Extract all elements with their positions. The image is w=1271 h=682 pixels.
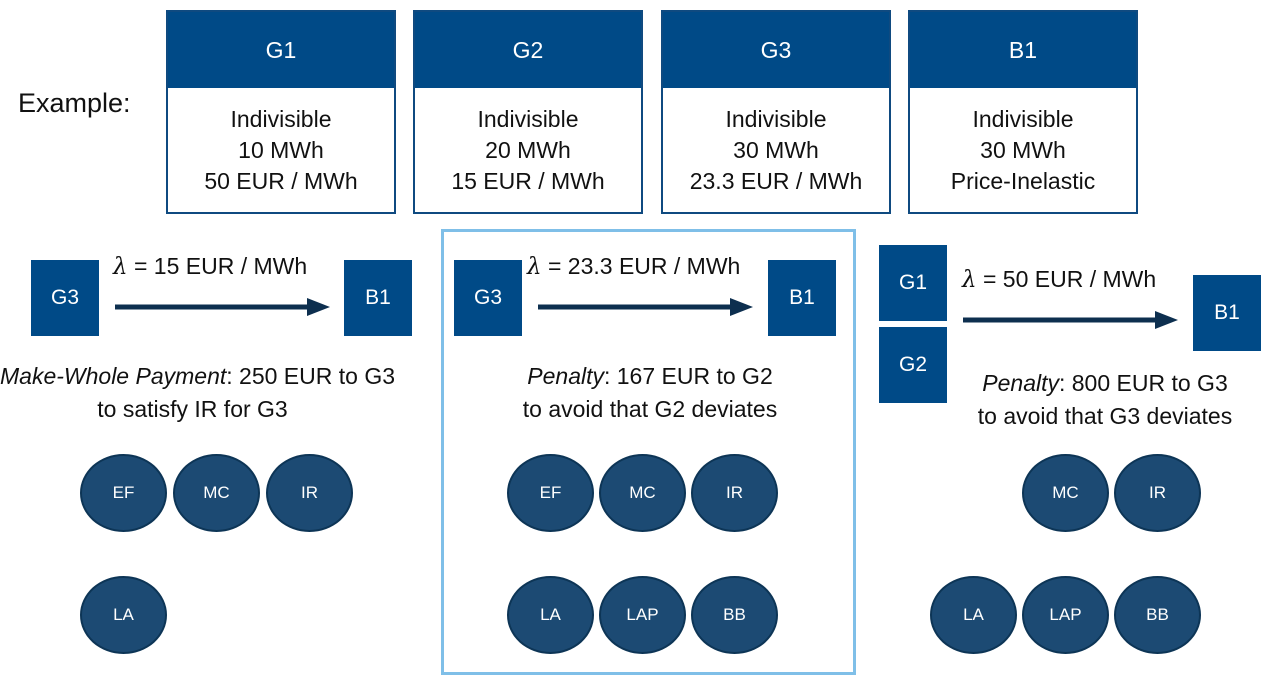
card-line: Price-Inelastic bbox=[950, 167, 1096, 194]
property-circle: IR bbox=[266, 454, 353, 532]
highlight-frame bbox=[441, 229, 856, 675]
property-circle: IR bbox=[691, 454, 778, 532]
caption-rest: : 167 EUR to G2 bbox=[603, 363, 773, 389]
card-line: 30 MWh bbox=[980, 136, 1066, 163]
caption-line-1: Make-Whole Payment: 250 EUR to G3 bbox=[0, 360, 395, 393]
price-text: = 50 EUR / MWh bbox=[982, 266, 1157, 292]
participant-card-g1: G1 Indivisible 10 MWh 50 EUR / MWh bbox=[166, 10, 396, 214]
seller-node: G3 bbox=[454, 260, 522, 336]
card-line: 20 MWh bbox=[485, 136, 571, 163]
property-circle: MC bbox=[599, 454, 686, 532]
scenario-caption: Make-Whole Payment: 250 EUR to G3 to sat… bbox=[0, 360, 395, 426]
property-circle: BB bbox=[691, 576, 778, 654]
participant-card-b1: B1 Indivisible 30 MWh Price-Inelastic bbox=[908, 10, 1138, 214]
card-line: Indivisible bbox=[725, 105, 827, 132]
buyer-node: B1 bbox=[344, 260, 412, 336]
card-line: Indivisible bbox=[230, 105, 332, 132]
caption-emphasis: Make-Whole Payment bbox=[0, 363, 227, 389]
price-text: = 23.3 EUR / MWh bbox=[547, 253, 741, 279]
lambda-symbol: λ bbox=[527, 254, 542, 280]
card-line: Indivisible bbox=[972, 105, 1074, 132]
card-body: Indivisible 20 MWh 15 EUR / MWh bbox=[415, 88, 641, 212]
caption-rest: : 250 EUR to G3 bbox=[226, 363, 395, 389]
caption-line-1: Penalty: 167 EUR to G2 bbox=[450, 360, 850, 393]
card-body: Indivisible 30 MWh 23.3 EUR / MWh bbox=[663, 88, 889, 212]
lambda-symbol: λ bbox=[113, 254, 128, 280]
caption-rest: : 800 EUR to G3 bbox=[1058, 370, 1228, 396]
card-title: G1 bbox=[168, 12, 394, 88]
buyer-node: B1 bbox=[1193, 275, 1261, 351]
card-line: 30 MWh bbox=[733, 136, 819, 163]
caption-line-2: to avoid that G3 deviates bbox=[977, 403, 1233, 429]
participant-card-g3: G3 Indivisible 30 MWh 23.3 EUR / MWh bbox=[661, 10, 891, 214]
property-circle: LAP bbox=[1022, 576, 1109, 654]
card-title: B1 bbox=[910, 12, 1136, 88]
property-circle: MC bbox=[173, 454, 260, 532]
property-circle: LAP bbox=[599, 576, 686, 654]
property-circle: EF bbox=[507, 454, 594, 532]
buyer-node: B1 bbox=[768, 260, 836, 336]
clearing-price: λ = 15 EUR / MWh bbox=[113, 253, 307, 280]
clearing-price: λ = 23.3 EUR / MWh bbox=[527, 253, 740, 280]
participant-card-g2: G2 Indivisible 20 MWh 15 EUR / MWh bbox=[413, 10, 643, 214]
card-title: G3 bbox=[663, 12, 889, 88]
scenario-caption: Penalty: 167 EUR to G2 to avoid that G2 … bbox=[450, 360, 850, 426]
clearing-price: λ = 50 EUR / MWh bbox=[962, 266, 1156, 293]
property-circle: EF bbox=[80, 454, 167, 532]
seller-node: G2 bbox=[879, 327, 947, 403]
caption-line-2: to satisfy IR for G3 bbox=[97, 396, 288, 422]
example-label: Example: bbox=[18, 88, 131, 118]
card-line: 23.3 EUR / MWh bbox=[689, 167, 863, 194]
caption-line-2: to avoid that G2 deviates bbox=[522, 396, 778, 422]
property-circle: IR bbox=[1114, 454, 1201, 532]
card-line: 10 MWh bbox=[238, 136, 324, 163]
caption-emphasis: Penalty bbox=[527, 363, 604, 389]
card-line: 15 EUR / MWh bbox=[451, 167, 605, 194]
card-line: Indivisible bbox=[477, 105, 579, 132]
scenario-caption: Penalty: 800 EUR to G3 to avoid that G3 … bbox=[955, 367, 1255, 433]
property-circle: MC bbox=[1022, 454, 1109, 532]
flow-arrow bbox=[963, 311, 1178, 329]
lambda-symbol: λ bbox=[962, 267, 977, 293]
price-text: = 15 EUR / MWh bbox=[133, 253, 308, 279]
flow-arrow bbox=[115, 298, 330, 316]
card-body: Indivisible 10 MWh 50 EUR / MWh bbox=[168, 88, 394, 212]
caption-emphasis: Penalty bbox=[982, 370, 1059, 396]
seller-node: G3 bbox=[31, 260, 99, 336]
property-circle: LA bbox=[507, 576, 594, 654]
card-body: Indivisible 30 MWh Price-Inelastic bbox=[910, 88, 1136, 212]
property-circle: LA bbox=[930, 576, 1017, 654]
caption-line-1: Penalty: 800 EUR to G3 bbox=[955, 367, 1255, 400]
property-circle: LA bbox=[80, 576, 167, 654]
card-title: G2 bbox=[415, 12, 641, 88]
flow-arrow bbox=[538, 298, 753, 316]
seller-node: G1 bbox=[879, 245, 947, 321]
property-circle: BB bbox=[1114, 576, 1201, 654]
card-line: 50 EUR / MWh bbox=[204, 167, 358, 194]
